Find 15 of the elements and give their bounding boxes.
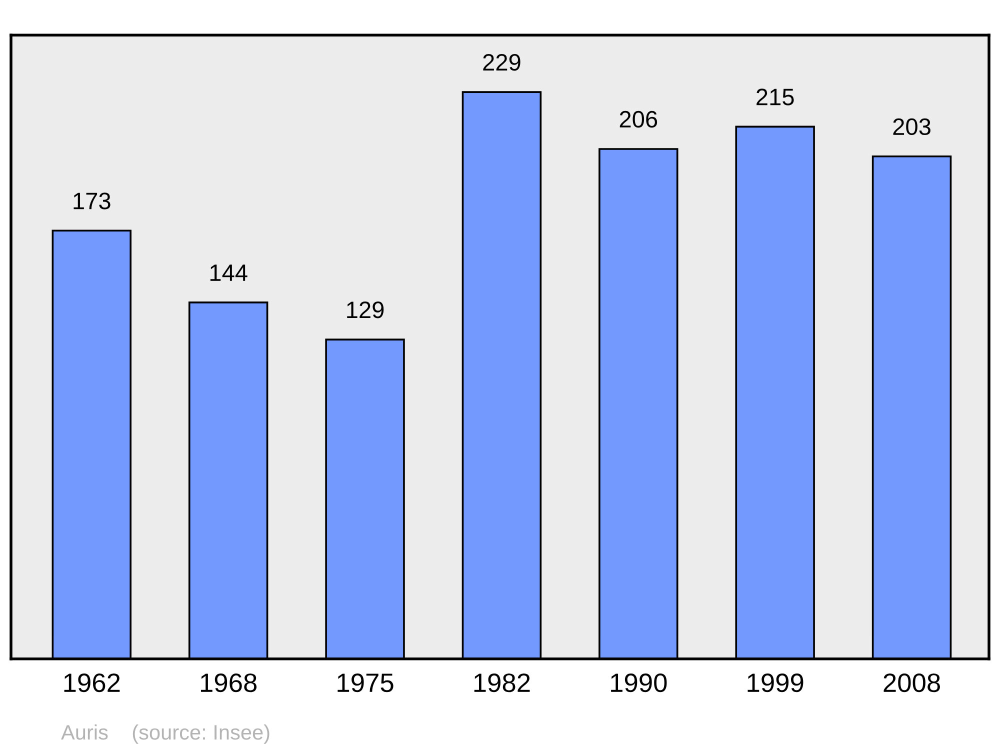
x-tick-label: 1990	[611, 673, 667, 692]
data-label: 206	[620, 110, 658, 128]
x-tick-label: 1968	[200, 673, 257, 692]
x-tick-label: 1962	[64, 673, 120, 692]
text: Auris (source: Insee)	[61, 724, 270, 744]
data-label: 144	[210, 264, 248, 281]
data-label: 129	[347, 302, 384, 318]
x-tick-label: 1999	[748, 673, 804, 692]
data-label: 203	[893, 118, 930, 136]
data-label: 229	[483, 54, 520, 71]
x-tick-label: 2008	[884, 673, 940, 692]
x-tick-label: 1975	[338, 673, 394, 692]
x-tick-label: 1982	[474, 673, 530, 692]
data-label: 173	[74, 192, 110, 210]
data-label: 215	[756, 88, 794, 106]
